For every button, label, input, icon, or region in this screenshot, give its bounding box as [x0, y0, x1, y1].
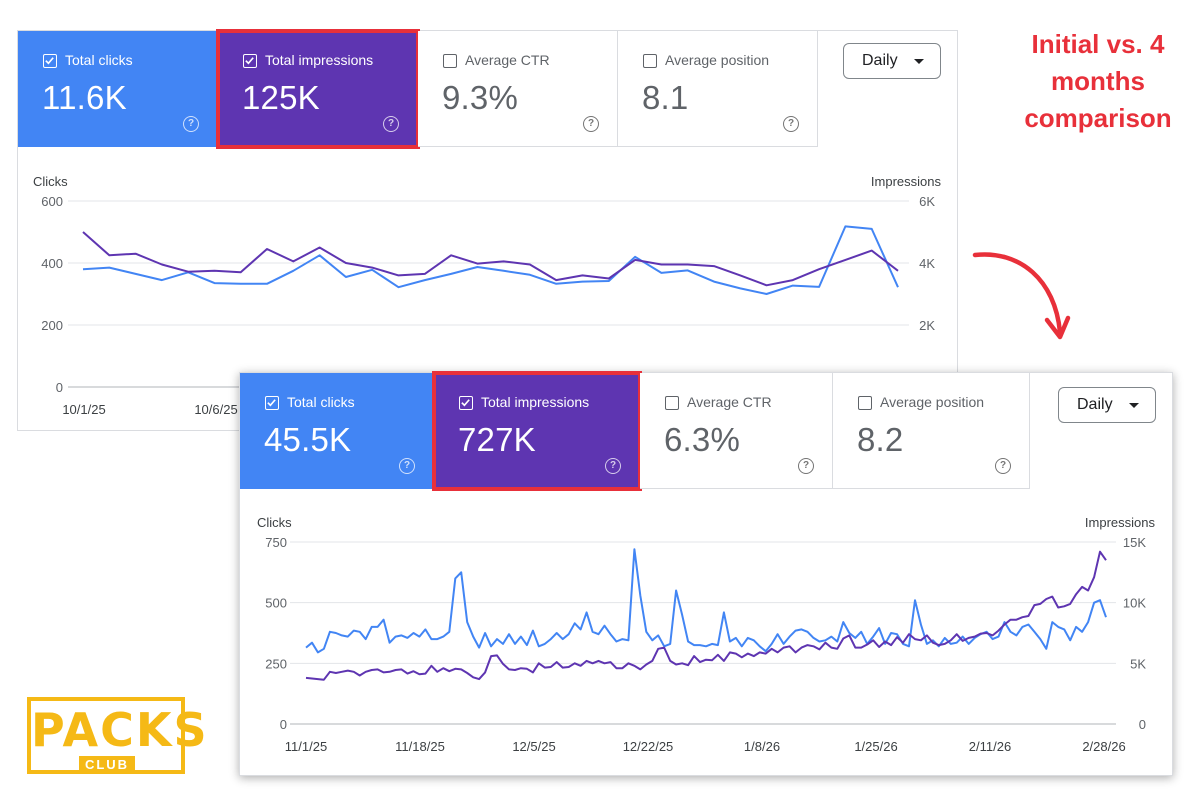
x-tick-label: 10/6/25	[194, 402, 237, 417]
y-tick-label-right: 0	[1139, 717, 1146, 732]
y-tick-label-right: 10K	[1123, 596, 1146, 611]
checkbox-checked-icon[interactable]	[265, 396, 279, 410]
y-tick-label-left: 0	[56, 380, 63, 395]
card-label: Total clicks	[65, 52, 133, 68]
average-position-card[interactable]: Average position 8.1 ?	[618, 31, 818, 147]
x-tick-label: 1/25/26	[854, 739, 897, 754]
card-label: Average position	[880, 394, 985, 410]
total-impressions-card[interactable]: Total impressions 125K ?	[216, 29, 420, 149]
checkbox-unchecked-icon[interactable]	[443, 54, 457, 68]
after-report-panel: Total clicks 45.5K ? Total impressions 7…	[239, 371, 1173, 776]
before-report-panel: Total clicks 11.6K ? Total impressions 1…	[17, 29, 958, 431]
x-tick-label: 1/8/26	[744, 739, 780, 754]
card-value: 11.6K	[42, 79, 127, 116]
help-icon[interactable]: ?	[798, 458, 814, 474]
average-position-card[interactable]: Average position 8.2 ?	[833, 373, 1030, 489]
x-tick-label: 11/1/25	[285, 739, 327, 754]
logo-wordmark: PACKS	[31, 703, 209, 757]
card-label: Total impressions	[481, 394, 590, 410]
right-axis-title: Impressions	[1085, 515, 1156, 530]
metric-cards: Total clicks 11.6K ? Total impressions 1…	[18, 29, 818, 149]
checkbox-checked-icon[interactable]	[43, 54, 57, 68]
total-impressions-card[interactable]: Total impressions 727K ?	[432, 371, 642, 491]
card-value: 45.5K	[264, 421, 352, 458]
help-icon[interactable]: ?	[605, 458, 621, 474]
x-tick-label: 2/28/26	[1082, 739, 1125, 754]
x-tick-label: 2/11/26	[969, 739, 1011, 754]
logo-subtext: CLUB	[79, 756, 135, 774]
clicks-series-line	[305, 548, 1107, 654]
x-tick-label: 10/1/25	[62, 402, 105, 417]
checkbox-checked-icon[interactable]	[459, 396, 473, 410]
dropdown-value: Daily	[862, 52, 898, 69]
total-clicks-card[interactable]: Total clicks 11.6K ?	[18, 31, 218, 147]
card-value: 6.3%	[664, 421, 741, 458]
caret-down-icon	[1129, 403, 1139, 408]
card-label: Average CTR	[687, 394, 772, 410]
date-granularity-dropdown[interactable]: Daily	[843, 43, 941, 79]
card-label: Total impressions	[265, 52, 374, 68]
help-icon[interactable]: ?	[183, 116, 199, 132]
help-icon[interactable]: ?	[995, 458, 1011, 474]
card-value: 125K	[242, 79, 320, 116]
card-value: 8.1	[642, 79, 689, 116]
y-tick-label-right: 4K	[919, 256, 935, 271]
y-tick-label-right: 15K	[1123, 535, 1146, 550]
impressions-series-line	[305, 550, 1107, 681]
card-value: 9.3%	[442, 79, 519, 116]
y-tick-label-left: 250	[265, 656, 287, 671]
y-tick-label-right: 6K	[919, 194, 935, 209]
card-label: Average CTR	[465, 52, 550, 68]
y-tick-label-right: 5K	[1130, 656, 1146, 671]
x-tick-label: 12/22/25	[623, 739, 674, 754]
checkbox-unchecked-icon[interactable]	[858, 396, 872, 410]
y-tick-label-left: 400	[41, 256, 63, 271]
left-axis-title: Clicks	[257, 515, 292, 530]
y-tick-label-left: 200	[41, 318, 63, 333]
checkbox-unchecked-icon[interactable]	[643, 54, 657, 68]
help-icon[interactable]: ?	[783, 116, 799, 132]
x-tick-label: 12/5/25	[512, 739, 555, 754]
packs-club-logo: PACKS CLUB	[27, 697, 209, 774]
dropdown-value: Daily	[1077, 396, 1113, 413]
performance-chart: Clicks Impressions 0 200 2K 400 4K 600 6K 10/1/25…	[33, 174, 942, 417]
curved-arrow-icon	[972, 252, 1071, 340]
y-tick-label-left: 0	[280, 717, 287, 732]
y-tick-label-left: 750	[265, 535, 287, 550]
right-axis-title: Impressions	[871, 174, 942, 189]
clicks-series-line	[82, 225, 899, 295]
help-icon[interactable]: ?	[583, 116, 599, 132]
comparison-annotation: Initial vs. 4 months comparison	[1024, 29, 1172, 133]
left-axis-title: Clicks	[33, 174, 68, 189]
card-label: Average position	[665, 52, 770, 68]
date-granularity-dropdown[interactable]: Daily	[1058, 387, 1156, 423]
average-ctr-card[interactable]: Average CTR 9.3% ?	[418, 31, 618, 147]
impressions-series-line	[82, 231, 899, 287]
y-tick-label-right: 2K	[919, 318, 935, 333]
performance-chart: Clicks Impressions 0 0 250 5K 500 10K 750 15K 11/1…	[257, 515, 1156, 754]
x-tick-label: 11/18/25	[395, 739, 445, 754]
checkbox-unchecked-icon[interactable]	[665, 396, 679, 410]
help-icon[interactable]: ?	[399, 458, 415, 474]
help-icon[interactable]: ?	[383, 116, 399, 132]
y-tick-label-left: 500	[265, 596, 287, 611]
card-value: 8.2	[857, 421, 904, 458]
caret-down-icon	[914, 59, 924, 64]
average-ctr-card[interactable]: Average CTR 6.3% ?	[640, 373, 833, 489]
checkbox-checked-icon[interactable]	[243, 54, 257, 68]
card-value: 727K	[458, 421, 536, 458]
metric-cards: Total clicks 45.5K ? Total impressions 7…	[240, 371, 1030, 491]
card-label: Total clicks	[287, 394, 355, 410]
total-clicks-card[interactable]: Total clicks 45.5K ?	[240, 373, 434, 489]
y-tick-label-left: 600	[41, 194, 63, 209]
